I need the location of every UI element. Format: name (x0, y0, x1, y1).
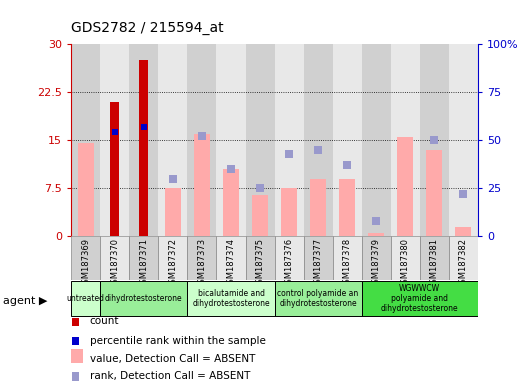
Bar (139, 60, 148, 236)
Bar (129, 236, 158, 280)
Bar (223, 169, 239, 236)
Bar (275, 44, 304, 236)
Bar (362, 236, 391, 280)
Bar (100, 236, 129, 280)
Text: GSM187374: GSM187374 (227, 238, 235, 290)
Bar (362, 44, 391, 236)
Bar (187, 281, 275, 316)
Text: GSM187378: GSM187378 (343, 238, 352, 290)
Bar (100, 44, 129, 236)
Bar (246, 236, 275, 280)
Bar (129, 44, 158, 236)
Bar (252, 195, 268, 236)
Text: GSM187375: GSM187375 (256, 238, 265, 290)
Text: GSM187380: GSM187380 (401, 238, 410, 290)
Bar (304, 236, 333, 280)
Bar (339, 179, 355, 236)
Bar (187, 236, 216, 280)
Bar (71, 44, 100, 236)
Bar (455, 227, 472, 236)
Text: GSM187377: GSM187377 (314, 238, 323, 290)
Bar (281, 188, 297, 236)
Bar (420, 44, 449, 236)
Text: GSM187371: GSM187371 (139, 238, 148, 290)
Text: count: count (90, 316, 119, 326)
Bar (362, 281, 478, 316)
Bar (100, 281, 187, 316)
Text: GDS2782 / 215594_at: GDS2782 / 215594_at (71, 21, 224, 35)
Bar (158, 44, 187, 236)
Text: control polyamide an
dihydrotestosterone: control polyamide an dihydrotestosterone (278, 289, 359, 308)
Text: agent ▶: agent ▶ (3, 296, 47, 306)
Text: GSM187382: GSM187382 (459, 238, 468, 290)
Text: percentile rank within the sample: percentile rank within the sample (90, 336, 266, 346)
Text: GSM187370: GSM187370 (110, 238, 119, 290)
Bar (165, 188, 181, 236)
Bar (110, 102, 119, 236)
Bar (194, 134, 210, 236)
Text: GSM187376: GSM187376 (285, 238, 294, 290)
Bar (71, 281, 100, 316)
Bar (275, 236, 304, 280)
Bar (187, 44, 216, 236)
Text: bicalutamide and
dihydrotestosterone: bicalutamide and dihydrotestosterone (192, 289, 270, 308)
Bar (420, 236, 449, 280)
Text: GSM187379: GSM187379 (372, 238, 381, 290)
Text: WGWWCW
polyamide and
dihydrotestosterone: WGWWCW polyamide and dihydrotestosterone (381, 284, 459, 313)
Text: rank, Detection Call = ABSENT: rank, Detection Call = ABSENT (90, 371, 250, 381)
Bar (310, 179, 326, 236)
Bar (246, 44, 275, 236)
Bar (426, 150, 442, 236)
Bar (333, 44, 362, 236)
Text: GSM187373: GSM187373 (197, 238, 206, 290)
Text: GSM187372: GSM187372 (168, 238, 177, 290)
Bar (449, 236, 478, 280)
Bar (333, 236, 362, 280)
Bar (71, 236, 100, 280)
Text: GSM187369: GSM187369 (81, 238, 90, 290)
Text: value, Detection Call = ABSENT: value, Detection Call = ABSENT (90, 354, 255, 364)
Text: untreated: untreated (67, 294, 105, 303)
Text: dihydrotestosterone: dihydrotestosterone (105, 294, 183, 303)
Bar (449, 44, 478, 236)
Bar (216, 236, 246, 280)
Bar (391, 44, 420, 236)
Bar (304, 44, 333, 236)
Text: GSM187381: GSM187381 (430, 238, 439, 290)
Bar (275, 281, 362, 316)
Bar (158, 236, 187, 280)
Bar (397, 137, 413, 236)
Bar (78, 143, 94, 236)
Bar (216, 44, 246, 236)
Bar (391, 236, 420, 280)
Bar (368, 233, 384, 236)
